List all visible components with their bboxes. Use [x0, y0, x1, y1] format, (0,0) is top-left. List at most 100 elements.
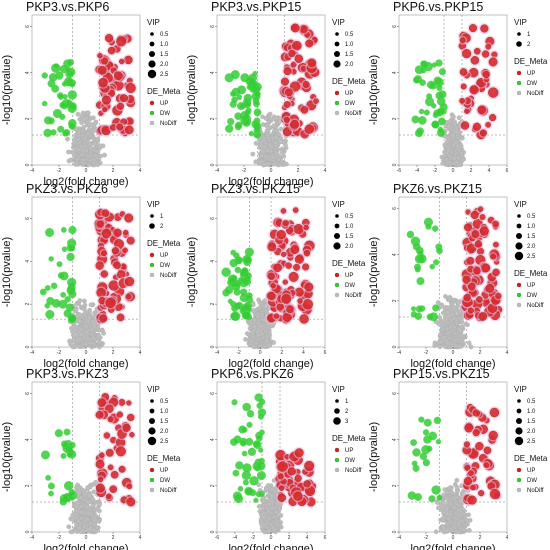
down-point: [431, 225, 439, 232]
up-point: [473, 266, 481, 275]
vip-size-marker: [516, 223, 522, 229]
nodiff-point: [269, 487, 275, 492]
x-tick-label: 2: [112, 535, 115, 541]
nodiff-point: [441, 515, 447, 520]
up-point: [101, 209, 110, 217]
de-legend-label-dw: DW: [160, 111, 170, 117]
down-point: [233, 252, 240, 259]
nodiff-point: [453, 140, 459, 145]
panel-title: PKP3.vs.PKP15: [211, 0, 301, 14]
nodiff-point: [267, 342, 273, 348]
down-point: [411, 115, 420, 124]
de-legend-marker-dw: [149, 477, 155, 483]
y-axis-label: -log10(pvalue): [1, 422, 13, 492]
nodiff-point: [92, 517, 97, 523]
up-point: [111, 247, 119, 255]
nodiff-point: [448, 501, 453, 507]
nodiff-point: [93, 529, 99, 534]
down-point: [231, 399, 238, 406]
nodiff-point: [452, 156, 457, 161]
nodiff-point: [258, 343, 264, 349]
up-point: [489, 407, 500, 418]
down-point: [412, 76, 421, 84]
nodiff-point: [243, 336, 248, 342]
nodiff-point: [87, 493, 92, 498]
up-point: [302, 263, 310, 271]
down-point: [431, 120, 440, 129]
up-point: [479, 214, 486, 221]
vip-size-marker: [333, 242, 341, 250]
nodiff-point: [79, 332, 84, 338]
up-point: [281, 251, 287, 257]
vip-size-marker: [147, 436, 157, 446]
x-tick-label: -2: [57, 168, 62, 174]
down-point: [45, 227, 55, 238]
up-point: [463, 441, 470, 448]
up-point: [288, 49, 296, 58]
nodiff-point: [442, 487, 448, 492]
up-point: [472, 429, 480, 437]
nodiff-point: [283, 142, 288, 148]
down-point: [68, 122, 76, 130]
nodiff-point: [465, 521, 470, 527]
up-point: [127, 413, 135, 422]
vip-legend-label: 1.0: [160, 409, 169, 415]
down-point: [45, 309, 55, 320]
down-point: [57, 272, 65, 279]
up-point: [116, 411, 123, 418]
vip-size-marker: [516, 233, 522, 239]
de-legend-title: DE_Meta: [147, 454, 181, 463]
vip-legend-label: 2.0: [527, 429, 536, 435]
x-tick-label: -4: [215, 168, 220, 174]
nodiff-point: [454, 477, 460, 483]
x-tick-label: 4: [506, 535, 509, 541]
up-point: [482, 70, 490, 79]
down-point: [418, 116, 427, 125]
nodiff-point: [268, 116, 274, 122]
down-point: [227, 117, 235, 126]
down-point: [59, 101, 66, 109]
vip-legend-label: 1.5: [527, 234, 536, 240]
vip-size-marker: [334, 233, 340, 239]
down-point: [238, 425, 247, 434]
de-legend-marker-nodiff: [334, 292, 340, 298]
de-legend-marker-dw: [516, 477, 522, 483]
vip-size-marker: [335, 399, 339, 403]
nodiff-point: [78, 327, 84, 332]
vip-size-marker: [150, 399, 154, 403]
nodiff-point: [76, 525, 82, 531]
de-legend-marker-nodiff: [516, 90, 522, 96]
nodiff-point: [73, 307, 79, 312]
x-tick-label: -2: [424, 535, 429, 541]
de-legend-label-up: UP: [345, 448, 353, 454]
up-point: [307, 58, 317, 68]
x-axis-label: log2(fold change): [228, 543, 313, 550]
nodiff-point: [76, 301, 81, 307]
up-point: [122, 423, 131, 432]
x-tick-label: 2: [112, 350, 115, 356]
x-tick-label: 4: [139, 535, 142, 541]
de-legend-title: DE_Meta: [147, 87, 181, 96]
x-tick-label: -4: [30, 168, 35, 174]
nodiff-point: [444, 506, 450, 512]
y-tick-label: 6: [210, 392, 216, 395]
down-point: [60, 452, 67, 459]
vip-legend-label: 3: [345, 419, 349, 425]
down-point: [54, 429, 63, 438]
x-tick-label: 0: [270, 535, 273, 541]
up-point: [267, 272, 275, 280]
panel-title: PKZ3.vs.PKZ15: [211, 182, 300, 196]
nodiff-point: [70, 517, 75, 522]
up-point: [302, 81, 310, 88]
y-tick-label: 6: [25, 217, 31, 220]
vip-legend-label: 2: [160, 224, 164, 230]
up-point: [297, 298, 303, 304]
nodiff-point: [68, 157, 74, 163]
x-tick-label: -2: [57, 350, 62, 356]
down-point: [435, 108, 445, 117]
y-tick-label: 4: [210, 438, 216, 441]
down-point: [221, 267, 231, 277]
nodiff-point: [454, 130, 460, 135]
vip-size-marker: [514, 251, 524, 261]
